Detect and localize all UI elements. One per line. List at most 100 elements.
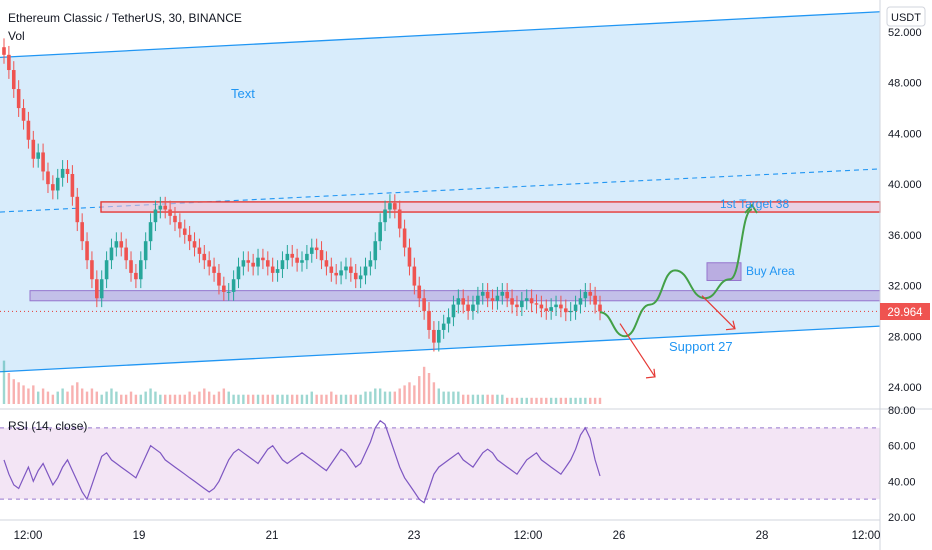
candle-body: [329, 266, 334, 273]
buy-area-annotation[interactable]: Buy Area: [746, 264, 795, 278]
volume-bar: [51, 394, 55, 404]
volume-bar: [315, 394, 318, 404]
volume-bar: [525, 397, 528, 404]
candle-body: [388, 203, 392, 210]
volume-bar: [276, 394, 279, 404]
volume-bar: [398, 388, 401, 404]
candle-body: [285, 253, 290, 261]
volume-bar: [520, 397, 524, 404]
rsi-band: [0, 427, 880, 500]
channel-fill: [0, 11, 880, 372]
volume-bar: [237, 394, 240, 404]
volume-bar: [462, 394, 465, 404]
candle-body: [378, 222, 382, 242]
volume-bar: [330, 391, 333, 404]
candle-body: [31, 139, 36, 159]
volume-bar: [66, 391, 69, 404]
volume-bar: [281, 394, 284, 404]
support-annotation[interactable]: Support 27: [669, 339, 733, 354]
time-tick-label: 28: [756, 530, 769, 542]
rsi-line: [3, 419, 601, 504]
candle-body: [187, 234, 192, 242]
volume-bar: [144, 391, 147, 404]
volume-bar: [505, 397, 509, 404]
candle-body: [256, 257, 260, 267]
candle-body: [104, 260, 109, 280]
volume-bar: [378, 388, 382, 404]
candle-body: [270, 266, 275, 273]
red-projection-1[interactable]: [619, 323, 656, 378]
volume-bar: [291, 394, 294, 404]
axes: 52.000 48.000 44.000 40.000 36.000 32.000 28.0…: [14, 27, 922, 542]
price-channel[interactable]: [0, 11, 881, 373]
candle-body: [7, 54, 11, 71]
candle-body: [524, 298, 529, 301]
volume-bar: [510, 397, 514, 404]
volume-bar: [120, 394, 123, 404]
candle-body: [197, 247, 202, 254]
target-annotation[interactable]: 1st Target 38: [720, 197, 789, 211]
red-projection-2[interactable]: [701, 295, 736, 330]
volume-bar: [432, 382, 436, 404]
volume-bar: [286, 394, 289, 404]
candle-body: [500, 291, 505, 296]
candle-body: [266, 260, 270, 267]
red-arrow-head-1: [645, 368, 656, 379]
chart-title: Ethereum Classic / TetherUS, 30, BINANCE: [8, 11, 242, 25]
candle-body: [520, 300, 524, 308]
green-projection-path[interactable]: [599, 208, 753, 338]
volume-bar: [549, 397, 553, 404]
volume-bar: [227, 391, 230, 404]
volume-bar: [593, 397, 597, 404]
candle-body: [593, 295, 597, 305]
channel-lower-line[interactable]: [0, 325, 881, 373]
volume-bar: [261, 394, 265, 404]
support-zone[interactable]: [29, 290, 881, 302]
candle-body: [402, 228, 407, 248]
volume-bar: [198, 391, 201, 404]
candle-body: [261, 257, 265, 261]
volume-bar: [564, 397, 568, 404]
volume-bar: [105, 391, 108, 404]
volume-bar: [554, 397, 558, 404]
volume-bars: [2, 360, 602, 404]
candle-body: [407, 247, 412, 267]
candle-body: [178, 222, 182, 229]
volume-bar: [266, 394, 270, 404]
candle-body: [143, 241, 148, 261]
price-tick-label: 48.000: [888, 78, 922, 90]
volume-bar: [535, 397, 538, 404]
volume-bar: [589, 397, 592, 404]
text-annotation[interactable]: Text: [231, 86, 255, 101]
volume-bar: [530, 397, 533, 404]
channel-upper-line[interactable]: [0, 11, 881, 59]
volume-bar: [476, 394, 480, 404]
volume-bar: [437, 388, 440, 404]
volume-bar: [100, 394, 103, 404]
candle-body: [138, 260, 143, 280]
candle-body: [573, 304, 578, 311]
volume-bar: [251, 394, 255, 404]
candle-body: [241, 260, 246, 267]
candle-body: [471, 304, 475, 311]
volume-bar: [124, 394, 128, 404]
volume-bar: [442, 391, 445, 404]
candle-body: [36, 152, 40, 159]
volume-bar: [242, 394, 245, 404]
volume-bar: [545, 397, 548, 404]
volume-bar: [574, 397, 577, 404]
volume-bar: [17, 382, 20, 404]
volume-bar: [344, 394, 348, 404]
price-tick-label: 36.000: [888, 230, 922, 242]
candle-body: [373, 241, 378, 261]
volume-bar: [305, 394, 309, 404]
volume-bar: [579, 397, 582, 404]
currency-button[interactable]: [886, 6, 926, 27]
rsi-tick-label: 80.00: [888, 405, 916, 417]
projection-paths[interactable]: [599, 203, 758, 379]
candle-body: [217, 272, 221, 286]
candle-body: [65, 168, 70, 174]
candle-body: [339, 270, 343, 276]
